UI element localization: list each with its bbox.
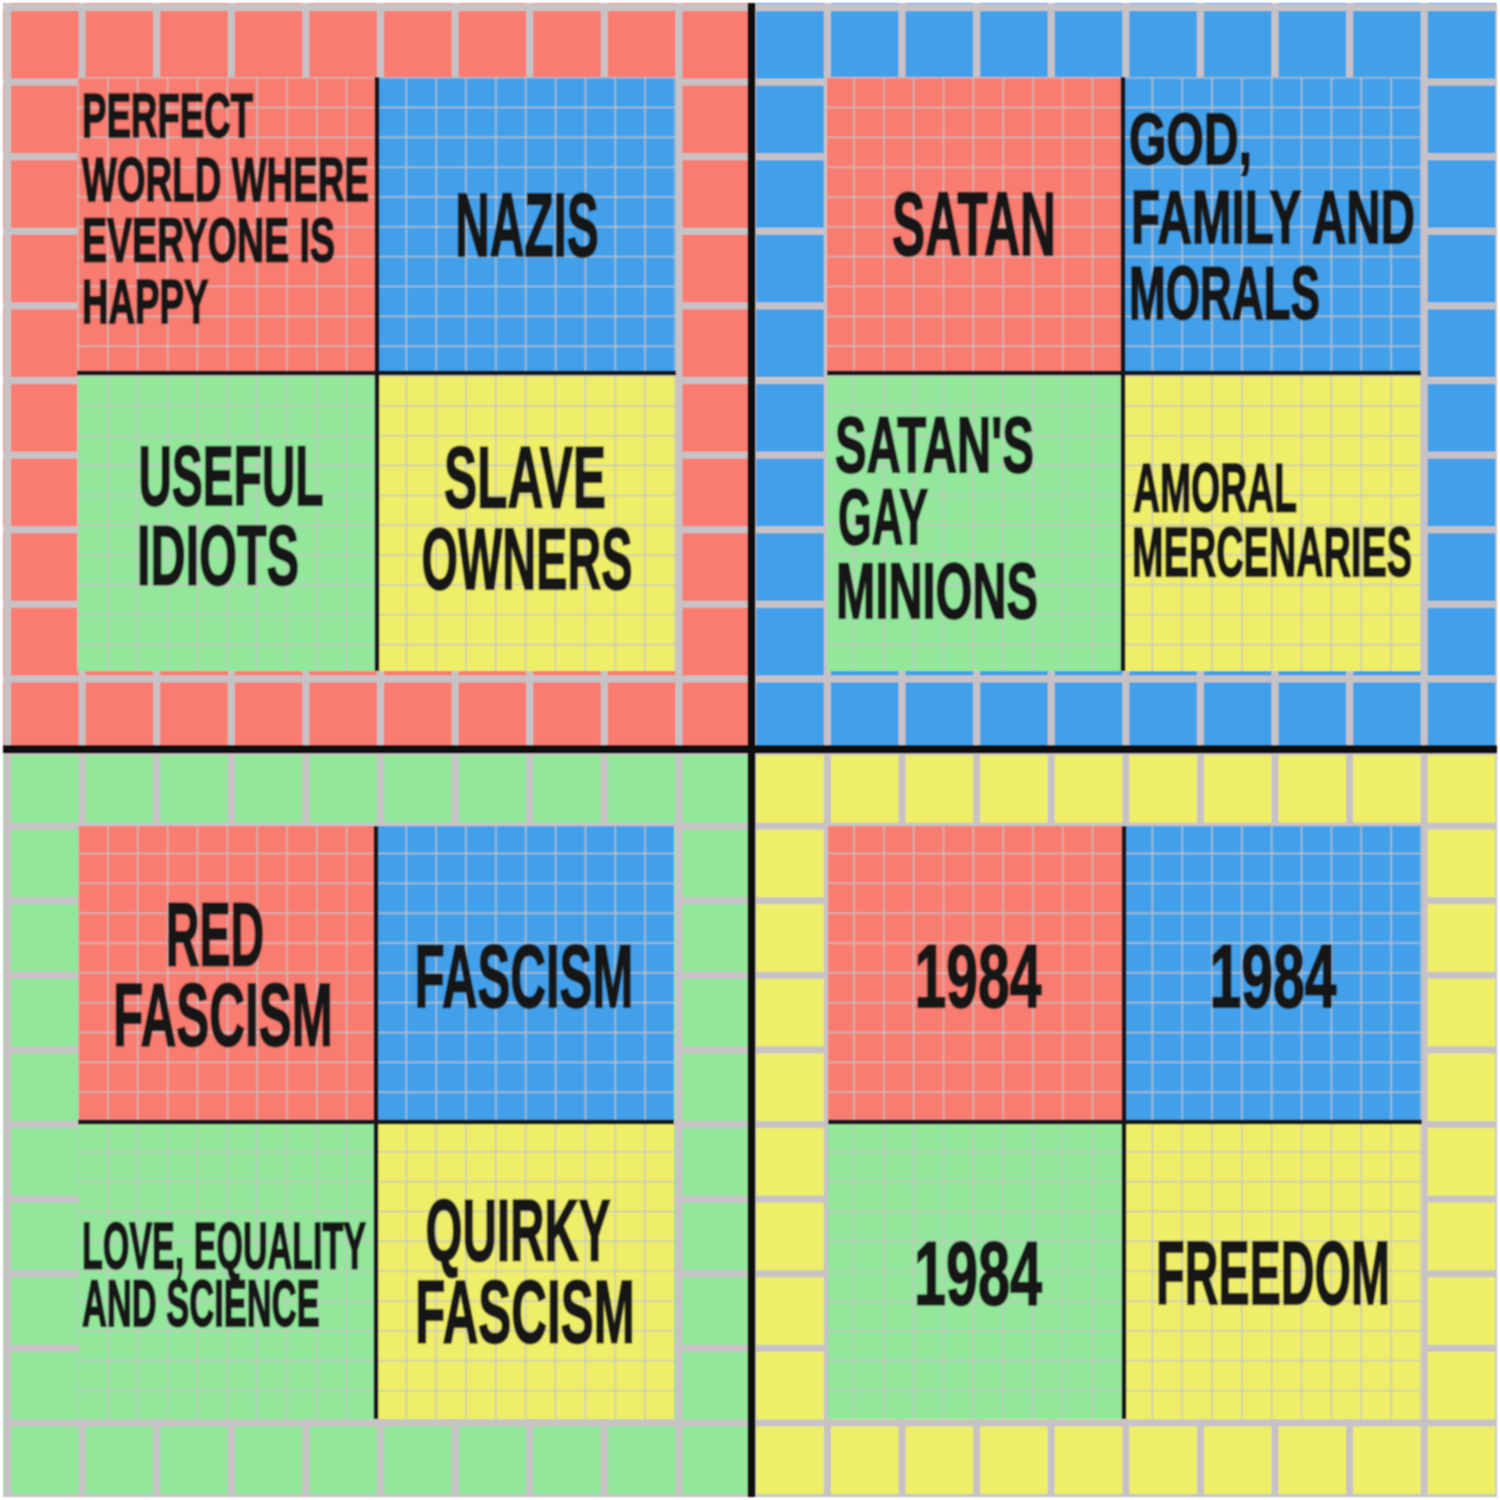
svg-text:USEFUL: USEFUL	[139, 429, 324, 523]
svg-text:FASCISM: FASCISM	[415, 926, 634, 1026]
svg-text:SATAN: SATAN	[892, 174, 1056, 275]
svg-text:PERFECT: PERFECT	[82, 81, 253, 151]
svg-text:FASCISM: FASCISM	[113, 965, 333, 1065]
svg-text:FAMILY AND: FAMILY AND	[1131, 176, 1415, 260]
svg-text:WORLD WHERE: WORLD WHERE	[82, 145, 369, 215]
svg-text:SATAN'S: SATAN'S	[835, 401, 1034, 489]
svg-text:HAPPY: HAPPY	[82, 267, 209, 337]
svg-text:1984: 1984	[914, 1224, 1042, 1325]
svg-text:MINIONS: MINIONS	[836, 547, 1038, 635]
svg-text:NAZIS: NAZIS	[455, 175, 599, 276]
svg-text:AND SCIENCE: AND SCIENCE	[82, 1267, 320, 1340]
svg-text:RED: RED	[166, 885, 264, 986]
svg-text:MERCENARIES: MERCENARIES	[1132, 513, 1412, 591]
svg-text:QUIRKY: QUIRKY	[426, 1183, 611, 1280]
svg-text:GAY: GAY	[838, 473, 928, 561]
svg-text:SLAVE: SLAVE	[444, 430, 606, 527]
svg-text:AMORAL: AMORAL	[1133, 451, 1297, 527]
svg-text:OWNERS: OWNERS	[422, 511, 633, 608]
svg-text:GOD,: GOD,	[1129, 99, 1252, 180]
svg-text:MORALS: MORALS	[1129, 252, 1320, 336]
svg-text:EVERYONE IS: EVERYONE IS	[82, 206, 335, 276]
svg-text:1984: 1984	[1210, 926, 1337, 1026]
svg-text:LOVE, EQUALITY: LOVE, EQUALITY	[82, 1209, 366, 1282]
svg-text:IDIOTS: IDIOTS	[137, 509, 299, 603]
svg-text:FREEDOM: FREEDOM	[1156, 1223, 1390, 1324]
svg-text:FASCISM: FASCISM	[415, 1262, 635, 1362]
svg-text:1984: 1984	[915, 926, 1042, 1026]
